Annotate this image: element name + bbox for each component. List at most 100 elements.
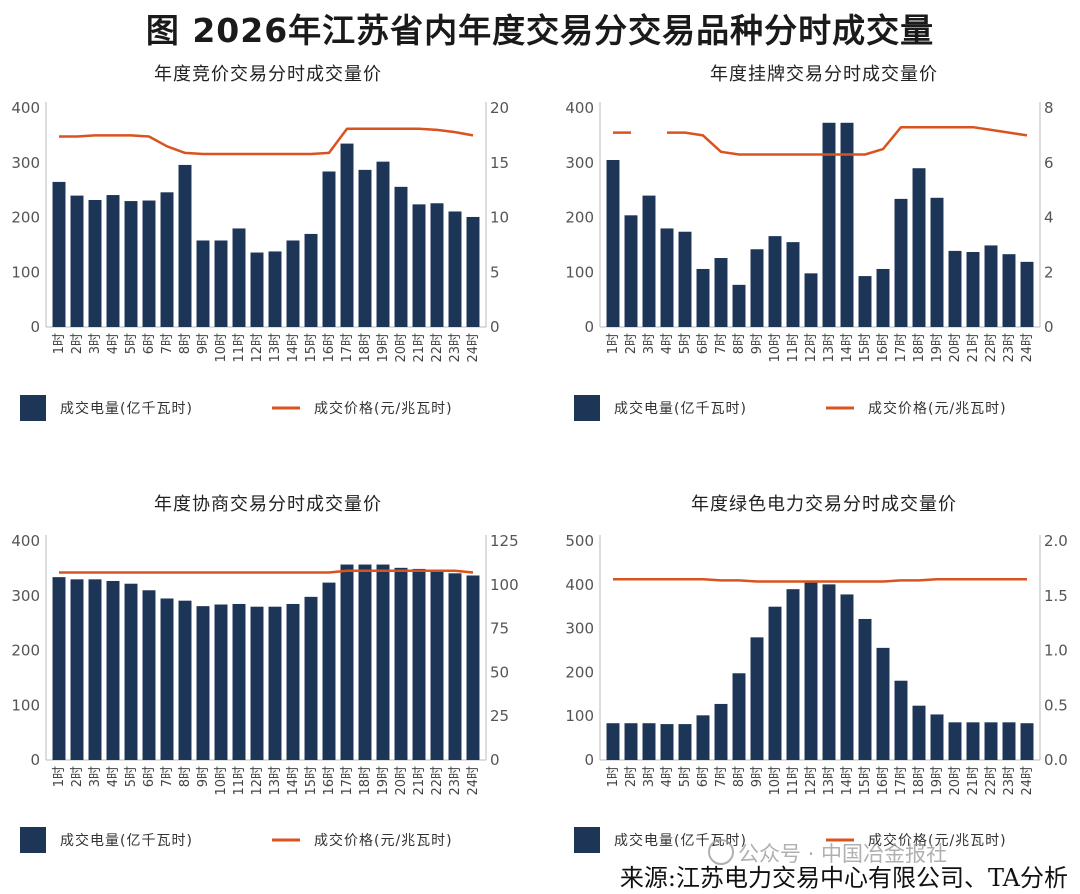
chart-title: 年度竞价交易分时成交量价: [154, 64, 382, 85]
x-axis-tick-label: 11时: [232, 766, 247, 796]
bar: [376, 161, 390, 327]
bar: [804, 582, 818, 760]
bar: [750, 637, 764, 760]
x-axis-tick-label: 10时: [768, 766, 783, 796]
legend-bar-swatch: [574, 395, 600, 421]
left-axis-tick-label: 400: [11, 99, 40, 117]
x-axis-tick-label: 14时: [840, 766, 855, 796]
x-axis-tick-label: 5时: [124, 766, 139, 787]
bar: [250, 252, 264, 327]
x-axis-tick-label: 8时: [178, 766, 193, 787]
x-axis-tick-label: 10时: [768, 333, 783, 363]
bar: [160, 192, 174, 327]
price-line: [59, 127, 474, 156]
left-axis-tick-label: 300: [565, 154, 594, 172]
right-axis-tick-label: 0: [1044, 318, 1054, 336]
x-axis-tick-label: 20时: [948, 333, 963, 363]
x-axis-tick-label: 11时: [786, 333, 801, 363]
right-axis-tick-label: 4: [1044, 209, 1054, 227]
bar: [106, 195, 120, 327]
x-axis-tick-label: 1时: [52, 766, 67, 787]
left-axis-tick-label: 200: [565, 663, 594, 681]
x-axis-tick-label: 23时: [1002, 333, 1017, 363]
x-axis-tick-label: 12时: [250, 766, 265, 796]
x-axis-tick-label: 2时: [624, 766, 639, 787]
x-axis-tick-label: 22时: [430, 766, 445, 796]
bar: [340, 143, 354, 327]
bar: [394, 186, 408, 327]
x-axis-tick-label: 15时: [858, 333, 873, 363]
x-axis-tick-label: 9时: [196, 333, 211, 354]
x-axis-tick-label: 8时: [732, 766, 747, 787]
bar: [178, 164, 192, 327]
bar: [340, 564, 354, 760]
x-axis-tick-label: 3时: [642, 333, 657, 354]
bar: [732, 284, 746, 327]
right-axis-tick-label: 1.5: [1044, 587, 1068, 605]
x-axis-tick-label: 17时: [340, 333, 355, 363]
price-line: [59, 569, 474, 574]
right-axis-tick-label: 0: [490, 751, 500, 769]
left-axis-tick-label: 500: [565, 532, 594, 550]
left-axis-tick-label: 0: [30, 318, 40, 336]
x-axis-tick-label: 1时: [606, 333, 621, 354]
bar: [52, 181, 66, 327]
x-axis-tick-label: 16时: [322, 766, 337, 796]
left-axis-tick-label: 0: [30, 751, 40, 769]
x-axis-tick-label: 3时: [88, 766, 103, 787]
left-axis-tick-label: 200: [11, 209, 40, 227]
bar: [786, 589, 800, 760]
legend-line-label: 成交价格(元/兆瓦时): [868, 832, 1007, 849]
bar: [822, 122, 836, 327]
x-axis-tick-label: 20时: [394, 766, 409, 796]
x-axis-tick-label: 7时: [714, 766, 729, 787]
x-axis-tick-label: 18时: [912, 766, 927, 796]
bar: [876, 647, 890, 760]
right-axis-tick-label: 25: [490, 707, 509, 725]
right-axis-tick-label: 0.5: [1044, 696, 1068, 714]
right-axis-tick-label: 100: [490, 576, 519, 594]
left-axis-tick-label: 300: [11, 587, 40, 605]
x-axis-tick-label: 22时: [430, 333, 445, 363]
x-axis-tick-label: 15时: [304, 333, 319, 363]
x-axis-tick-label: 14时: [840, 333, 855, 363]
bar: [840, 594, 854, 760]
bar: [358, 169, 372, 327]
bar: [894, 198, 908, 327]
x-axis-tick-label: 17时: [894, 333, 909, 363]
x-axis-tick-label: 5时: [124, 333, 139, 354]
left-axis-tick-label: 0: [584, 318, 594, 336]
x-axis-tick-label: 24时: [1020, 333, 1035, 363]
bar: [948, 722, 962, 760]
bar: [714, 258, 728, 327]
bar: [768, 236, 782, 327]
bar: [678, 724, 692, 760]
x-axis-tick-label: 8时: [178, 333, 193, 354]
right-axis-tick-label: 6: [1044, 154, 1054, 172]
bar: [142, 200, 156, 327]
bar: [196, 606, 210, 760]
right-axis-tick-label: 2: [1044, 263, 1054, 281]
price-line: [667, 125, 1028, 156]
bar: [624, 215, 638, 327]
bar: [430, 570, 444, 760]
x-axis-tick-label: 17时: [340, 766, 355, 796]
bar: [448, 573, 462, 760]
bar: [984, 722, 998, 760]
bar: [1002, 254, 1016, 327]
right-axis-tick-label: 0.0: [1044, 751, 1068, 769]
x-axis-tick-label: 16时: [876, 333, 891, 363]
right-axis-tick-label: 125: [490, 532, 519, 550]
left-axis-tick-label: 300: [11, 154, 40, 172]
bar: [984, 245, 998, 327]
bar: [250, 606, 264, 760]
bar: [430, 203, 444, 327]
x-axis-tick-label: 11时: [232, 333, 247, 363]
bar: [840, 122, 854, 327]
bar: [394, 567, 408, 760]
bar: [304, 596, 318, 760]
bar: [966, 251, 980, 327]
x-axis-tick-label: 22时: [984, 766, 999, 796]
x-axis-tick-label: 23时: [448, 766, 463, 796]
